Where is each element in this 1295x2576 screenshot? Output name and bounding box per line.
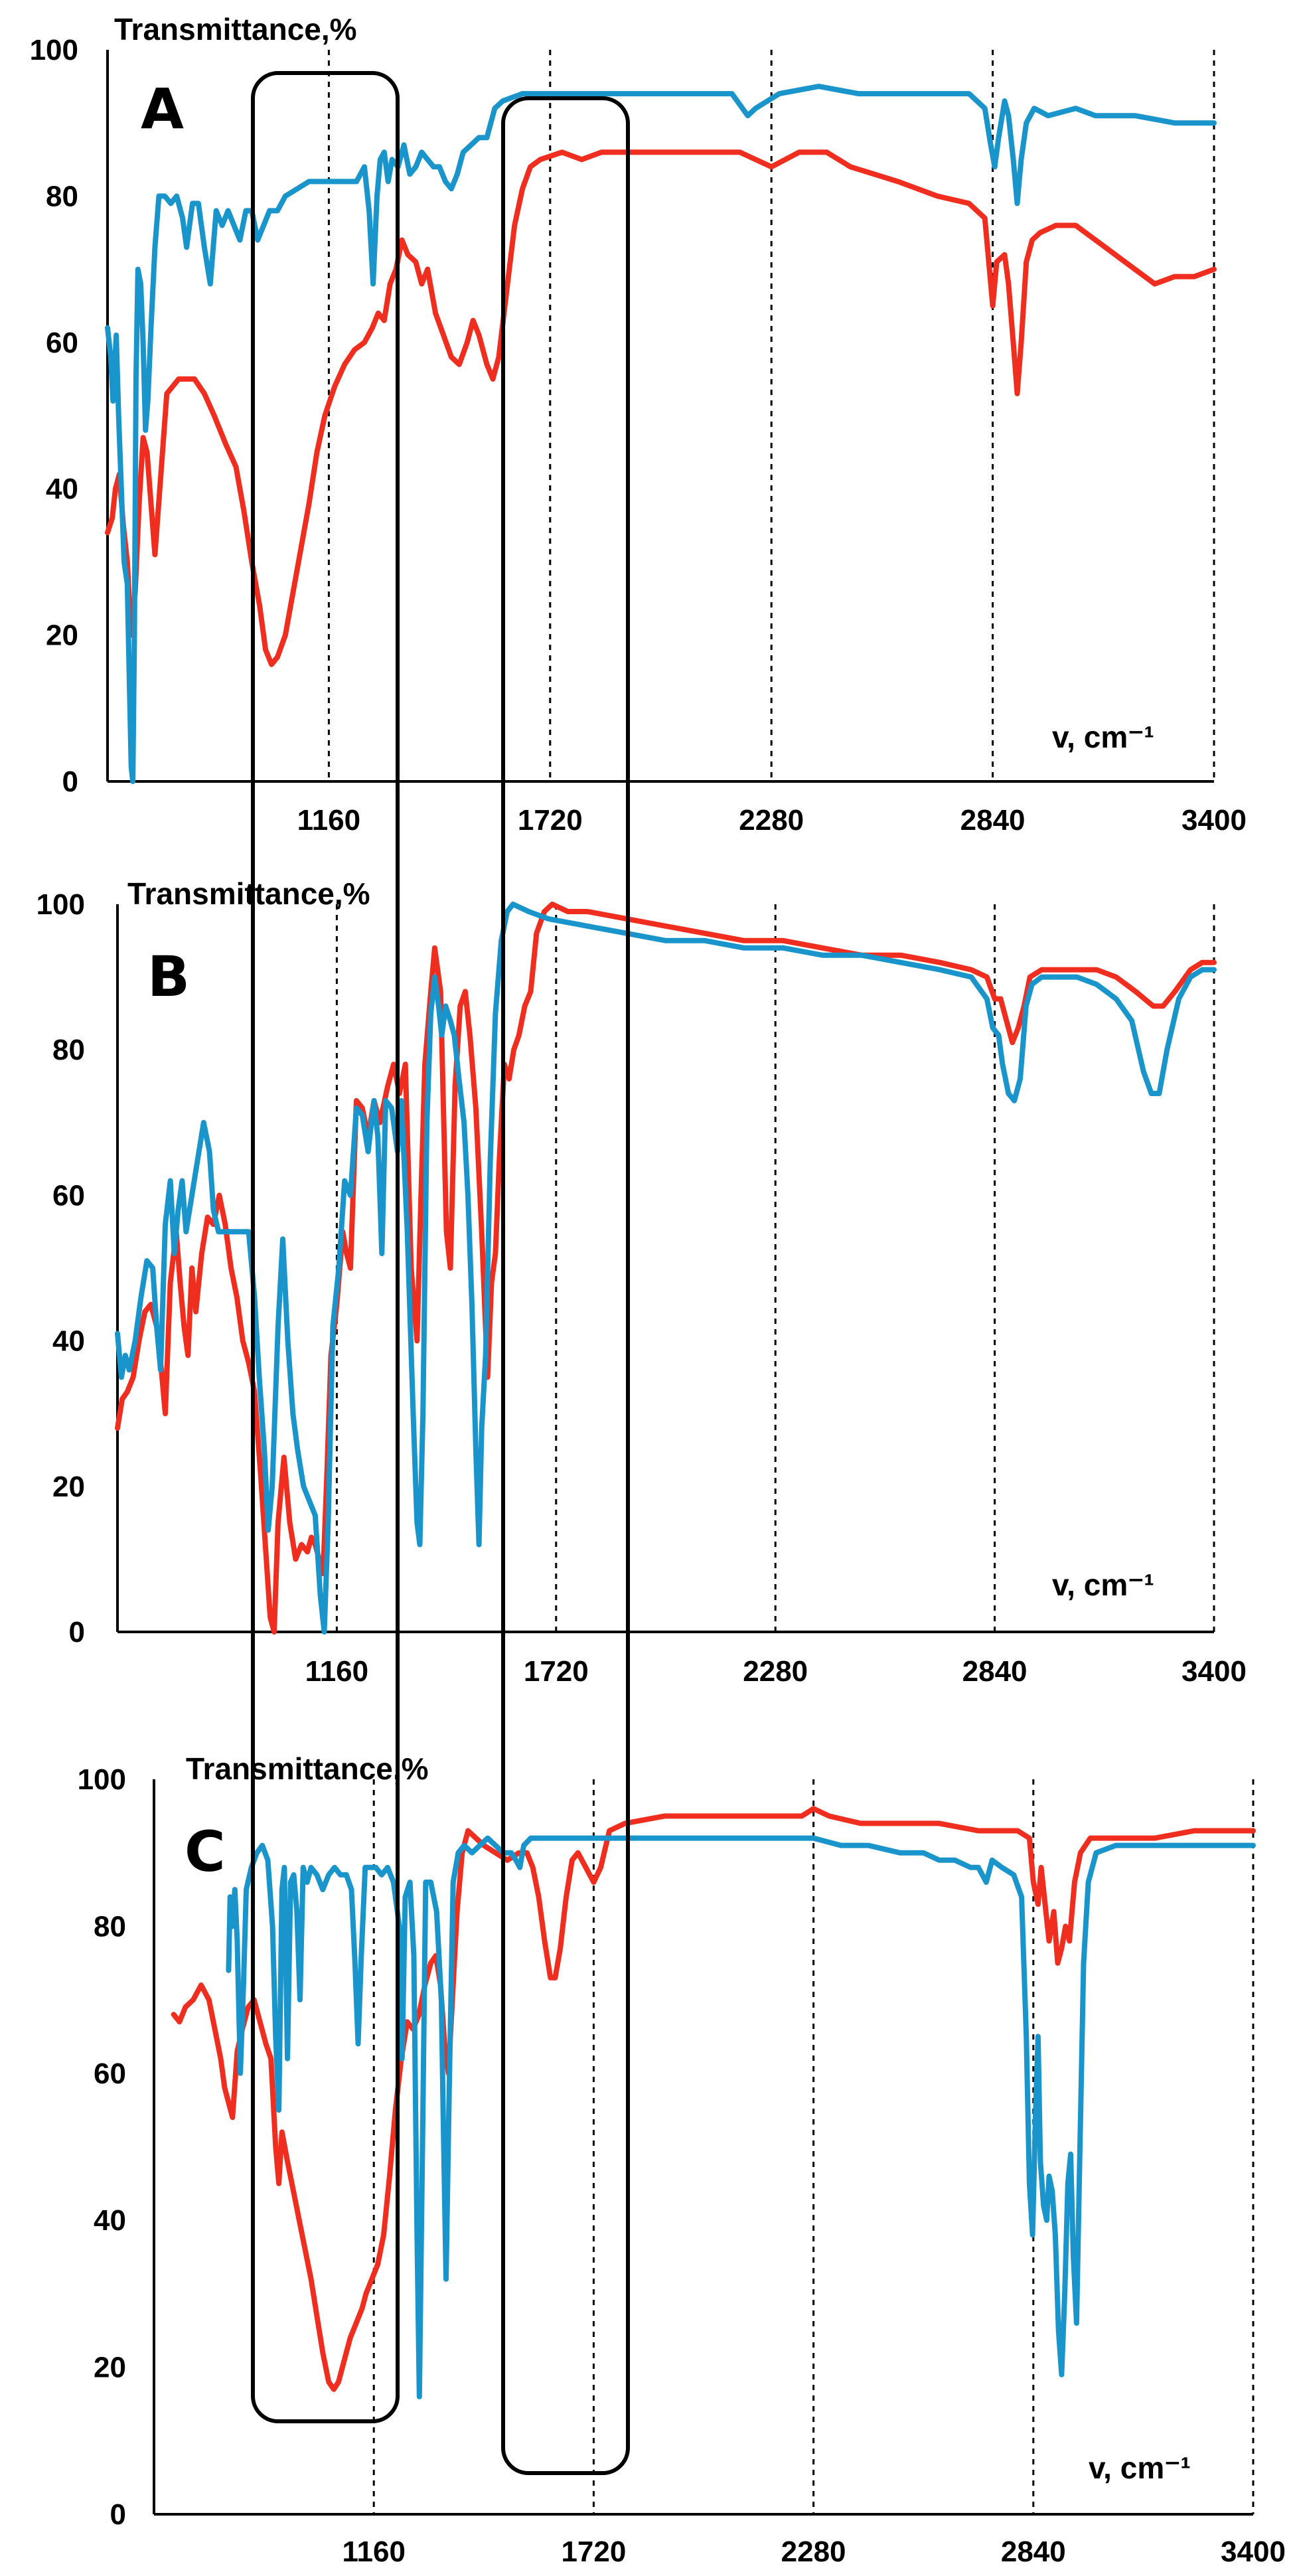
panel-b-x-tick-label: 2280 (743, 1655, 808, 1688)
panel-b-y-axis-title: Transmittance,% (127, 876, 370, 911)
panel-a-x-tick-label: 2840 (960, 804, 1026, 837)
panel-c-x-tick-label: 2840 (1001, 2536, 1066, 2568)
panel-c-x-tick-label: 3400 (1221, 2536, 1286, 2568)
panel-a-y-tick-label: 40 (46, 473, 78, 505)
panel-b-x-tick-label: 1160 (305, 1655, 368, 1688)
panel-c-y-tick-label: 40 (94, 2204, 126, 2237)
panel-a-y-ticks: 0 20 40 60 80 100 (30, 34, 78, 798)
panel-b-x-tick-label: 3400 (1181, 1655, 1247, 1688)
panel-c-gridlines (372, 1779, 1255, 2514)
panel-b: B Transmittance,% v, cm⁻¹ 0 20 40 60 80 100 1… (37, 876, 1247, 1688)
panel-c-series-red (171, 1806, 1256, 2392)
panel-b-x-ticks: 1160 1720 2280 2840 3400 (305, 1655, 1247, 1688)
panel-b-series (115, 902, 1217, 1635)
panel-a-y-tick-label: 20 (46, 619, 78, 652)
panel-a-x-tick-label: 3400 (1181, 804, 1247, 837)
panel-b-y-tick-label: 60 (52, 1179, 85, 1212)
panel-b-y-tick-label: 80 (52, 1034, 85, 1066)
highlight-box-1720 (501, 96, 630, 2475)
panel-a-x-tick-label: 1160 (297, 804, 360, 837)
panel-a-y-tick-label: 100 (30, 34, 78, 66)
panel-a-x-axis-title: v, cm⁻¹ (1052, 720, 1154, 754)
panel-b-x-tick-label: 2840 (962, 1655, 1028, 1688)
panel-a-x-ticks: 1160 1720 2280 2840 3400 (297, 804, 1247, 837)
panel-c-x-axis-title: v, cm⁻¹ (1089, 2451, 1191, 2485)
panel-a-y-axis-title: Transmittance,% (114, 12, 357, 46)
panel-a-y-tick-label: 80 (46, 180, 78, 212)
panel-b-x-tick-label: 1720 (524, 1655, 589, 1688)
panel-c-y-tick-label: 80 (94, 1910, 126, 1943)
panel-c: C Transmittance,% v, cm⁻¹ 0 20 40 60 80 100 1… (78, 1751, 1286, 2568)
panel-a-y-tick-label: 0 (62, 765, 78, 798)
panel-c-y-tick-label: 0 (110, 2498, 126, 2531)
panel-b-y-tick-label: 20 (52, 1471, 85, 1503)
panel-a-series-red (105, 149, 1217, 667)
panel-b-x-axis-title: v, cm⁻¹ (1052, 1568, 1154, 1602)
panel-a-y-tick-label: 60 (46, 327, 78, 359)
panel-a-x-tick-label: 2280 (739, 804, 804, 837)
panel-a-x-tick-label: 1720 (518, 804, 583, 837)
panel-b-label: B (147, 944, 190, 1009)
panel-c-x-tick-label: 1720 (561, 2536, 626, 2568)
panel-c-y-ticks: 0 20 40 60 80 100 (78, 1763, 126, 2531)
panel-c-series (171, 1806, 1256, 2399)
panel-c-y-tick-label: 60 (94, 2057, 126, 2090)
panel-a-series-blue (105, 84, 1217, 784)
panel-b-y-tick-label: 40 (52, 1325, 85, 1358)
panel-a-label: A (141, 76, 184, 141)
panel-b-series-blue (115, 902, 1217, 1635)
panel-c-x-tick-label: 2280 (781, 2536, 846, 2568)
panel-c-y-tick-label: 100 (78, 1763, 126, 1796)
panel-b-y-tick-label: 100 (37, 888, 85, 921)
panel-a-series (105, 84, 1217, 784)
panel-b-y-tick-label: 0 (69, 1616, 85, 1649)
panel-a: A Transmittance,% v, cm⁻¹ 0 20 40 60 80 100 1… (30, 12, 1247, 837)
panel-c-label: C (185, 1819, 226, 1884)
panel-c-y-axis-title: Transmittance,% (186, 1751, 429, 1786)
panel-c-series-blue (226, 1835, 1256, 2399)
panel-c-x-tick-label: 1160 (342, 2536, 405, 2568)
panel-c-y-tick-label: 20 (94, 2352, 126, 2384)
highlight-box-1160 (251, 71, 400, 2423)
panel-c-x-ticks: 1160 1720 2280 2840 3400 (342, 2536, 1285, 2568)
panel-a-gridlines (327, 50, 1215, 781)
panel-b-y-ticks: 0 20 40 60 80 100 (37, 888, 85, 1649)
